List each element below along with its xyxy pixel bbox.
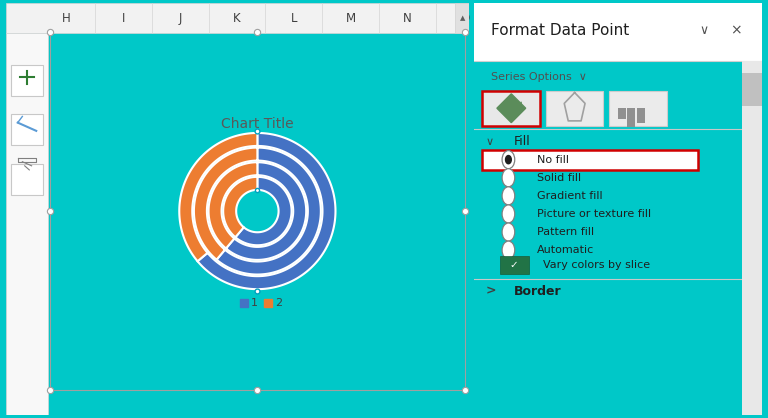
Text: Series Options  ∨: Series Options ∨ xyxy=(492,72,587,82)
Text: N: N xyxy=(403,12,412,25)
Polygon shape xyxy=(194,148,257,260)
Circle shape xyxy=(502,187,515,205)
Bar xyxy=(627,108,635,127)
Bar xyxy=(474,3,762,61)
Bar xyxy=(6,33,48,415)
Bar xyxy=(11,164,43,195)
Bar xyxy=(637,108,645,122)
Text: H: H xyxy=(62,12,71,25)
Bar xyxy=(11,115,43,145)
Polygon shape xyxy=(197,133,336,289)
Text: ∨: ∨ xyxy=(700,23,709,37)
Bar xyxy=(546,91,604,126)
Bar xyxy=(6,3,469,33)
Bar xyxy=(742,61,762,415)
Bar xyxy=(500,256,528,273)
Bar xyxy=(240,298,248,307)
Circle shape xyxy=(502,241,515,259)
Text: Format Data Point: Format Data Point xyxy=(492,23,630,38)
Text: Pattern fill: Pattern fill xyxy=(538,227,594,237)
Text: O: O xyxy=(460,12,469,25)
Bar xyxy=(11,65,43,96)
Polygon shape xyxy=(497,94,525,122)
Text: ×: × xyxy=(730,23,742,37)
Circle shape xyxy=(502,205,515,223)
Bar xyxy=(264,298,273,307)
Text: Border: Border xyxy=(515,285,562,298)
Text: ✓: ✓ xyxy=(510,260,518,270)
Polygon shape xyxy=(209,162,257,248)
Text: K: K xyxy=(233,12,241,25)
Circle shape xyxy=(502,150,515,169)
Circle shape xyxy=(505,155,511,164)
Text: Automatic: Automatic xyxy=(538,245,594,255)
Polygon shape xyxy=(217,148,321,275)
Bar xyxy=(455,3,469,33)
Polygon shape xyxy=(236,177,292,245)
Bar xyxy=(742,73,762,106)
Bar xyxy=(482,150,699,170)
Text: Solid fill: Solid fill xyxy=(538,173,581,183)
Text: No fill: No fill xyxy=(538,155,569,165)
Text: 2: 2 xyxy=(275,298,283,308)
Text: I: I xyxy=(121,12,125,25)
Text: Picture or texture fill: Picture or texture fill xyxy=(538,209,651,219)
Text: J: J xyxy=(178,12,182,25)
Text: ▲: ▲ xyxy=(459,15,465,21)
Circle shape xyxy=(502,169,515,187)
Text: Vary colors by slice: Vary colors by slice xyxy=(543,260,650,270)
Circle shape xyxy=(502,223,515,241)
Text: L: L xyxy=(290,12,297,25)
Bar xyxy=(609,91,667,126)
Text: Fill: Fill xyxy=(515,135,531,148)
Polygon shape xyxy=(226,162,306,260)
Text: M: M xyxy=(346,12,356,25)
Polygon shape xyxy=(223,177,257,237)
Text: Gradient fill: Gradient fill xyxy=(538,191,603,201)
Text: ∨: ∨ xyxy=(485,137,494,147)
Polygon shape xyxy=(179,133,257,261)
Text: 1: 1 xyxy=(250,298,257,308)
Bar xyxy=(617,108,626,119)
Text: >: > xyxy=(485,285,496,298)
Text: Chart Title: Chart Title xyxy=(221,117,293,132)
Bar xyxy=(482,91,540,126)
